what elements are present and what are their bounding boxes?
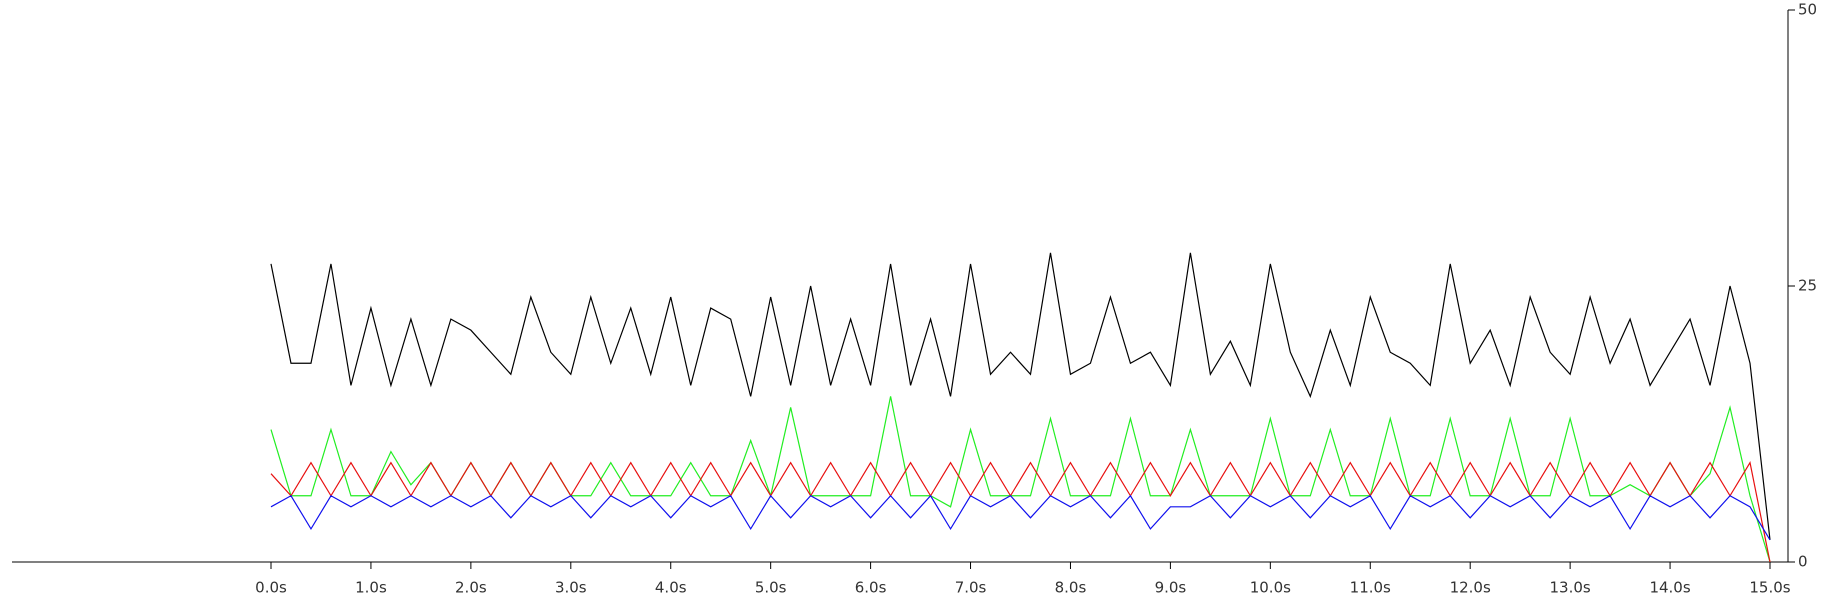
y-tick-label: 50 <box>1798 1 1817 19</box>
y-tick-label: 25 <box>1798 277 1817 295</box>
y-tick-label: 0 <box>1798 553 1808 571</box>
series-line <box>270 461 1771 563</box>
x-tick-label: 1.0s <box>355 579 387 597</box>
x-tick-label: 7.0s <box>955 579 987 597</box>
x-tick-label: 14.0s <box>1649 579 1690 597</box>
x-tick-label: 15.0s <box>1749 579 1790 597</box>
x-tick-label: 9.0s <box>1155 579 1187 597</box>
series-line <box>270 252 1771 540</box>
x-tick-label: 2.0s <box>455 579 487 597</box>
x-tick-label: 11.0s <box>1350 579 1391 597</box>
x-tick-label: 13.0s <box>1550 579 1591 597</box>
x-tick-label: 3.0s <box>555 579 587 597</box>
series-line <box>270 494 1771 541</box>
x-tick-label: 8.0s <box>1055 579 1087 597</box>
x-tick-label: 6.0s <box>855 579 887 597</box>
x-tick-label: 0.0s <box>255 579 287 597</box>
x-tick-label: 5.0s <box>755 579 787 597</box>
x-tick-label: 10.0s <box>1250 579 1291 597</box>
x-tick-label: 12.0s <box>1450 579 1491 597</box>
x-tick-label: 4.0s <box>655 579 687 597</box>
